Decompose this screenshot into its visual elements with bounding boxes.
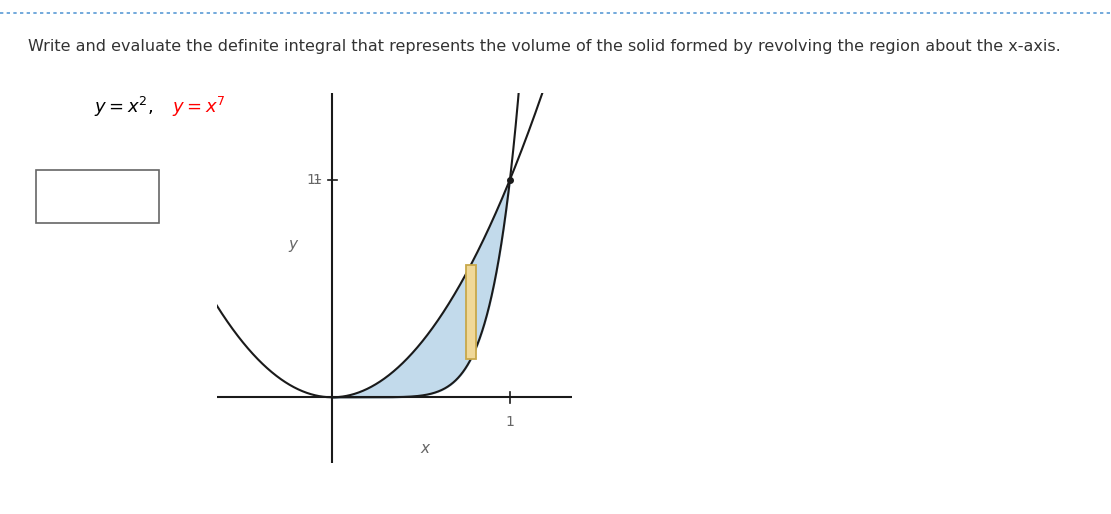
Bar: [466, 265, 476, 359]
Text: y: y: [289, 237, 298, 252]
Text: x: x: [420, 441, 429, 456]
Text: 1: 1: [506, 415, 514, 429]
Text: 1: 1: [312, 173, 321, 187]
Text: 1–: 1–: [307, 173, 322, 187]
Text: $y = x^7$: $y = x^7$: [172, 95, 226, 119]
Text: $y = x^2,$: $y = x^2,$: [94, 95, 153, 119]
Text: Write and evaluate the definite integral that represents the volume of the solid: Write and evaluate the definite integral…: [28, 39, 1061, 53]
